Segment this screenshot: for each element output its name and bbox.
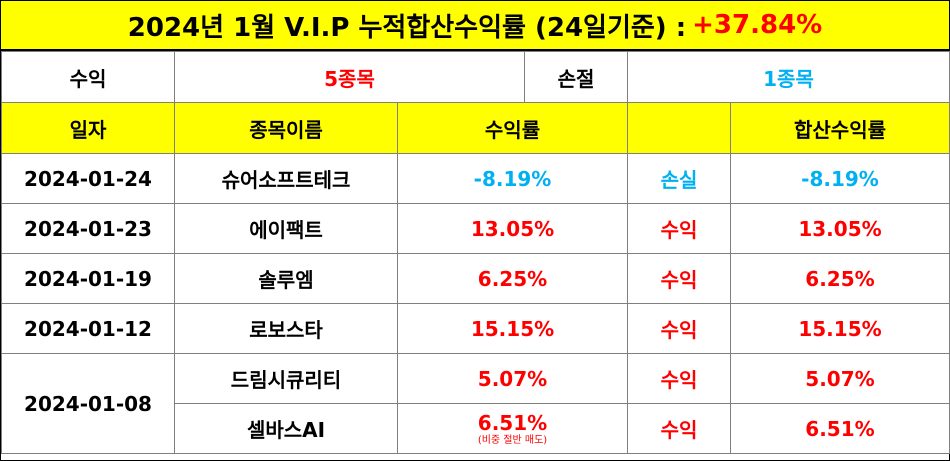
table-row: 2024-01-12 로보스타 15.15% 수익 15.15% (1, 303, 950, 354)
row-return-with-note: 6.51% (비중 절반 매도) (397, 403, 628, 454)
table-row: 2024-01-23 에이팩트 13.05% 수익 13.05% (1, 203, 950, 254)
table-row: 셀바스AI 6.51% (비중 절반 매도) 수익 6.51% (2, 403, 950, 454)
table-row: 2024-01-19 솔루엠 6.25% 수익 6.25% (1, 253, 950, 304)
profit-count: 5종목 (174, 51, 525, 103)
row-note: (비중 절반 매도) (477, 435, 548, 446)
row-return: 5.07% (397, 353, 628, 404)
row-stock: 슈어소프트테크 (174, 153, 398, 204)
row-stock: 셀바스AI (174, 403, 398, 454)
table-row: 2024-01-24 슈어소프트테크 -8.19% 손실 -8.19% (1, 153, 950, 204)
row-return: 15.15% (397, 303, 628, 354)
row-result: 수익 (627, 353, 731, 404)
header-result (627, 102, 731, 154)
header-return: 수익률 (397, 102, 628, 154)
row-result: 손실 (627, 153, 731, 204)
table-row: 2024-01-08 드림시큐리티 5.07% 수익 5.07% (1, 353, 950, 454)
row-date: 2024-01-23 (1, 203, 175, 254)
row-return: -8.19% (397, 153, 628, 204)
row-stock: 솔루엠 (174, 253, 398, 304)
row-cumulative: 5.07% (730, 353, 950, 404)
row-stock: 드림시큐리티 (174, 353, 398, 404)
header-cumulative: 합산수익률 (730, 102, 950, 154)
row-cumulative: 6.25% (730, 253, 950, 304)
row-cumulative: 15.15% (730, 303, 950, 354)
row-result: 수익 (627, 203, 731, 254)
profit-label: 수익 (1, 51, 175, 103)
row-date: 2024-01-24 (1, 153, 175, 204)
returns-table: 수익 5종목 손절 1종목 일자 종목이름 수익률 합산수익률 2024-01-… (1, 51, 950, 454)
row-stock: 로보스타 (174, 303, 398, 354)
row-return: 6.25% (397, 253, 628, 304)
summary-row: 수익 5종목 손절 1종목 (1, 51, 950, 103)
row-cumulative: 13.05% (730, 203, 950, 254)
page-title: 2024년 1월 V.I.P 누적합산수익률 (24일기준) : (127, 12, 687, 43)
total-return: +37.84% (692, 10, 823, 40)
row-result: 수익 (627, 303, 731, 354)
row-result: 수익 (627, 253, 731, 304)
header-stock-name: 종목이름 (174, 102, 398, 154)
row-result: 수익 (627, 403, 731, 454)
row-cumulative: 6.51% (730, 403, 950, 454)
row-stock: 에이팩트 (174, 203, 398, 254)
loss-label: 손절 (524, 51, 628, 103)
row-return: 6.51% (477, 411, 548, 435)
title-bar: 2024년 1월 V.I.P 누적합산수익률 (24일기준) : +37.84% (1, 1, 949, 51)
loss-count: 1종목 (627, 51, 950, 103)
row-date: 2024-01-12 (1, 303, 175, 354)
header-date: 일자 (1, 102, 175, 154)
header-row: 일자 종목이름 수익률 합산수익률 (1, 102, 950, 154)
row-date-merged: 2024-01-08 (1, 353, 175, 454)
row-cumulative: -8.19% (730, 153, 950, 204)
row-date: 2024-01-19 (1, 253, 175, 304)
row-return: 13.05% (397, 203, 628, 254)
